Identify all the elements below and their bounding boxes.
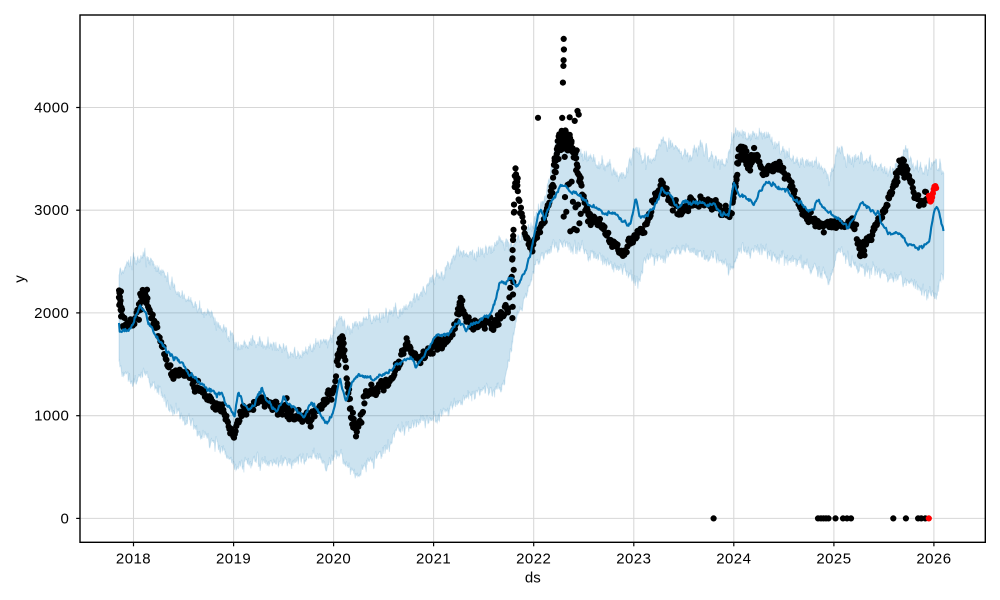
svg-text:2024: 2024 [716,551,751,568]
svg-text:2023: 2023 [616,551,651,568]
svg-text:ds: ds [525,569,541,586]
svg-text:2025: 2025 [816,551,851,568]
svg-text:2000: 2000 [34,305,69,322]
svg-text:2019: 2019 [216,551,251,568]
svg-text:2022: 2022 [516,551,551,568]
svg-text:4000: 4000 [34,99,69,116]
svg-text:2020: 2020 [316,551,351,568]
svg-text:3000: 3000 [34,202,69,219]
svg-text:0: 0 [61,510,70,527]
svg-text:2026: 2026 [916,551,951,568]
svg-text:2018: 2018 [116,551,151,568]
svg-text:1000: 1000 [34,408,69,425]
svg-text:2021: 2021 [416,551,451,568]
svg-text:y: y [12,275,29,283]
